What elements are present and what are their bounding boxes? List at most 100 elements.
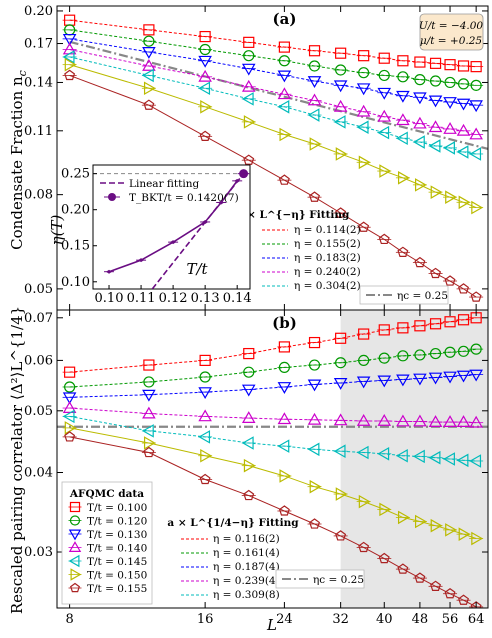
data-point-0.155-L20 — [243, 154, 255, 165]
data-point-0.155-L60 — [458, 594, 469, 605]
data-point-0.14-L12 — [142, 59, 156, 71]
data-point-0.14-L20 — [241, 411, 256, 423]
data-point-0.155-L44 — [397, 246, 409, 257]
plot-area-b — [57, 310, 488, 608]
data-point-0.155-L40 — [378, 233, 390, 245]
fit-legend-label-b-4: η = 0.309(8) — [213, 589, 280, 601]
data-point-0.13-L24 — [277, 382, 292, 394]
data-point-0.13-L52 — [428, 95, 443, 108]
data-point-0.14-L48 — [413, 116, 427, 129]
x-tick-label: 16 — [197, 612, 214, 627]
data-point-0.13-L56 — [443, 371, 457, 384]
data-point-0.13-L40 — [377, 375, 392, 388]
data-point-0.155-L48 — [414, 256, 426, 268]
data-point-0.14-L24 — [277, 412, 292, 425]
data-point-0.14-L36 — [356, 413, 371, 426]
data-point-0.155-L28 — [309, 191, 320, 202]
inset-y-tick-label: 0.15 — [61, 239, 90, 254]
data-point-0.155-L8 — [64, 431, 76, 442]
afqmc-legend-label-2: T/t = 0.130 — [87, 529, 147, 541]
data-point-0.13-L48 — [413, 92, 427, 105]
x-tick-label: 40 — [376, 612, 393, 627]
data-point-0.14-L8 — [62, 401, 77, 413]
data-point-0.14-L56 — [443, 415, 457, 427]
afqmc-legend-marker-2 — [68, 529, 82, 541]
data-point-0.13-L28 — [307, 76, 322, 88]
x-tick-label: 32 — [332, 612, 349, 627]
data-point-0.13-L16 — [198, 387, 212, 400]
inset: 0.10 0.11 0.12 0.13 0.140.100.150.200.25η(T)… — [48, 164, 252, 306]
inset-x-tick-label: 0.14 — [223, 291, 252, 306]
inset-data-line — [108, 180, 238, 273]
params-box — [419, 13, 484, 51]
y-tick-label: 0.14 — [24, 75, 53, 90]
data-point-0.155-L56 — [444, 275, 456, 286]
data-point-0.14-L64 — [469, 415, 483, 428]
data-point-0.14-L40 — [377, 413, 392, 426]
data-point-0.155-L48 — [414, 572, 426, 583]
y-tick-label: 0.20 — [24, 4, 53, 19]
data-point-0.13-L32 — [333, 378, 348, 390]
afqmc-legend-label-4: T/t = 0.145 — [87, 556, 147, 568]
data-point-0.13-L60 — [456, 370, 471, 383]
data-point-0.13-L20 — [241, 63, 256, 76]
inset-y-tick-label: 0.20 — [61, 203, 90, 218]
data-point-0.14-L60 — [456, 123, 471, 136]
inset-x-label: T/t — [186, 260, 208, 278]
data-point-0.14-L52 — [428, 415, 443, 427]
data-point-0.155-L60 — [458, 283, 469, 294]
data-point-0.14-L44 — [396, 113, 410, 126]
data-point-0.14-L52 — [428, 120, 443, 133]
data-point-0.13-L44 — [396, 90, 410, 103]
data-point-0.14-L64 — [469, 127, 483, 140]
data-point-0.13-L56 — [443, 97, 457, 109]
afqmc-legend-label-3: T/t = 0.140 — [87, 543, 147, 555]
y-tick-label: 0.07 — [24, 311, 53, 326]
data-point-0.155-L52 — [430, 580, 442, 591]
afqmc-legend-title: AFQMC data — [69, 488, 144, 500]
fit-legend-label-b-2: η = 0.187(4) — [213, 561, 280, 573]
x-tick-label: 48 — [412, 612, 429, 627]
fit-legend-title-a: a × L^{−η} Fitting — [237, 209, 350, 221]
data-point-0.13-L8 — [62, 33, 77, 46]
data-point-0.14-L16 — [198, 69, 212, 82]
data-point-0.14-L24 — [277, 87, 292, 100]
y-tick-label: 0.05 — [24, 282, 53, 297]
data-point-0.155-L64 — [470, 601, 482, 608]
data-point-0.13-L44 — [396, 374, 410, 387]
data-point-0.14-L20 — [241, 79, 256, 92]
eta-c-legend-label-b: ηc = 0.25 — [313, 574, 364, 586]
fit-legend-label-b-1: η = 0.161(4) — [213, 547, 280, 559]
data-point-0.14-L28 — [307, 412, 322, 425]
inset-y-label: η(T) — [48, 215, 66, 246]
inset-x-tick-label: 0.10 — [95, 291, 124, 306]
inset-x-tick-label: 0.11 — [127, 291, 156, 306]
afqmc-legend-marker-6 — [70, 582, 80, 593]
figure-labels: Condensate Fraction nc Rescaled pairing c… — [8, 70, 277, 634]
inset-legend-linear: Linear fitting — [129, 178, 199, 190]
plot-area-a — [62, 14, 488, 302]
data-point-0.13-L40 — [377, 87, 392, 100]
data-point-0.155-L24 — [278, 174, 290, 185]
eta-c-legend-box — [359, 285, 449, 305]
data-point-0.13-L20 — [241, 384, 256, 397]
param-U: U/t = −4.00 — [419, 20, 484, 32]
data-point-0.14-L32 — [333, 413, 348, 426]
y-tick-label: 0.06 — [24, 353, 53, 368]
fit-legend-label-a-0: η = 0.114(2) — [294, 224, 361, 236]
data-point-0.155-L16 — [199, 473, 211, 485]
data-point-0.155-L28 — [309, 518, 320, 529]
inset-point-0.13 — [202, 219, 209, 224]
data-point-0.13-L48 — [413, 373, 427, 386]
inset-plot — [93, 169, 250, 289]
inset-point-0.1 — [106, 269, 113, 274]
data-point-0.14-L56 — [443, 122, 457, 134]
data-point-0.155-L32 — [335, 530, 347, 541]
data-point-0.13-L36 — [356, 376, 371, 389]
y-axis-label-a: Condensate Fraction nc — [8, 70, 29, 250]
data-point-0.13-L64 — [469, 100, 483, 113]
y-tick-label: 0.08 — [24, 188, 53, 203]
y-axis-label-b: Rescaled pairing correlator ⟨Δ²⟩L^{1/4} — [8, 306, 26, 614]
data-point-0.14-L28 — [307, 93, 322, 106]
param-mu: μ/t = +0.25 — [420, 35, 483, 47]
